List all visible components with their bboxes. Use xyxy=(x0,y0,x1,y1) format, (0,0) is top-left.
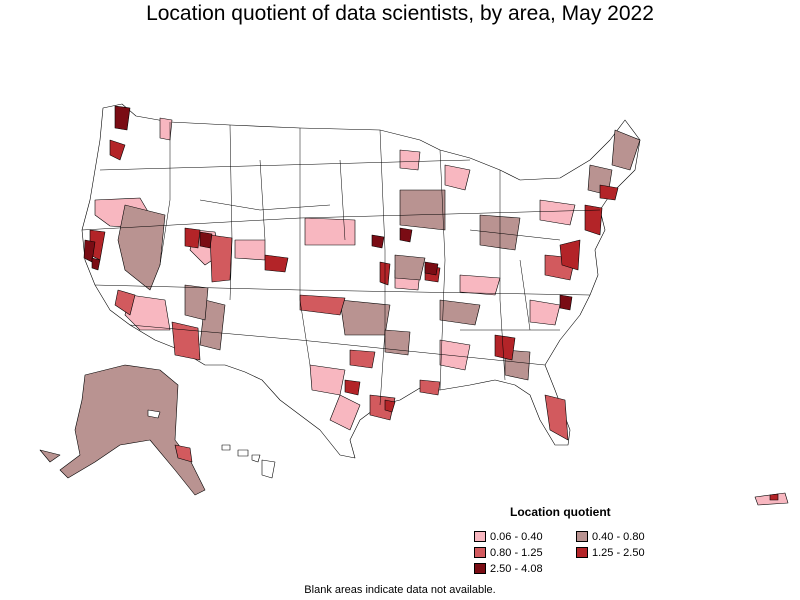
puerto-rico-sj xyxy=(769,493,779,501)
hawaii-2 xyxy=(237,449,249,457)
legend-swatch xyxy=(474,562,486,574)
region-texas-east xyxy=(349,349,376,369)
region-arizona xyxy=(199,299,226,351)
region-pink-texas-west xyxy=(309,364,346,396)
region-oklahoma xyxy=(339,299,391,336)
footnote: Blank areas indicate data not available. xyxy=(304,584,496,596)
region-wisconsin xyxy=(399,227,413,243)
region-seattle xyxy=(114,105,131,131)
region-houston xyxy=(384,399,396,413)
hawaii-1 xyxy=(221,444,231,451)
alaska xyxy=(59,364,206,496)
legend-item: 1.25 - 2.50 xyxy=(576,546,645,559)
legend-label: 2.50 - 4.08 xyxy=(490,563,543,575)
legend-item: 0.06 - 0.40 xyxy=(474,530,543,543)
region-pink-nebraska xyxy=(304,217,356,246)
legend-swatch xyxy=(576,546,588,558)
region-pink-northeast xyxy=(539,199,576,226)
region-arizona-south xyxy=(171,321,201,361)
region-alabama xyxy=(419,379,441,396)
region-pink-kentucky xyxy=(459,274,501,296)
alaska-southeast xyxy=(174,444,193,463)
hawaii-4 xyxy=(261,459,276,479)
region-pink-south xyxy=(439,339,471,371)
region-pink-texas-central xyxy=(329,394,361,431)
region-florida xyxy=(544,394,569,441)
map-title: Location quotient of data scientists, by… xyxy=(146,2,654,25)
region-colorado xyxy=(209,234,233,283)
alaska-island xyxy=(147,409,161,419)
region-dc xyxy=(559,239,581,271)
legend-title: Location quotient xyxy=(510,505,611,519)
region-seattle-area xyxy=(109,139,126,161)
region-utah-provo xyxy=(199,231,213,249)
region-nc-raleigh xyxy=(559,294,573,311)
region-tenn xyxy=(439,299,481,326)
region-arkansas xyxy=(384,329,411,356)
legend-item: 0.80 - 1.25 xyxy=(474,546,543,559)
region-newyork xyxy=(584,204,603,236)
legend-label: 0.40 - 0.80 xyxy=(592,531,645,543)
region-san-jose xyxy=(91,257,101,271)
alaska-aleutians xyxy=(39,449,61,463)
legend-swatch xyxy=(474,546,486,558)
region-newmexico xyxy=(184,284,209,321)
legend-item: 2.50 - 4.08 xyxy=(474,562,543,575)
region-pink-minn xyxy=(399,149,421,171)
region-colorado-denver xyxy=(264,254,289,273)
region-maine xyxy=(611,129,641,171)
hawaii-3 xyxy=(251,454,261,463)
region-pink-mich xyxy=(444,164,471,191)
legend-swatch xyxy=(576,530,588,542)
region-mass xyxy=(599,184,619,201)
legend-label: 0.80 - 1.25 xyxy=(490,547,543,559)
region-midwest xyxy=(399,189,446,231)
legend-swatch xyxy=(474,530,486,542)
region-pink-wyoming xyxy=(234,239,266,261)
legend-label: 0.06 - 0.40 xyxy=(490,531,543,543)
region-ohio-columbus xyxy=(424,261,439,276)
region-missouri xyxy=(394,254,426,281)
region-pink-carolina xyxy=(529,299,561,326)
region-georgia-atl xyxy=(494,334,516,361)
region-utah-slc xyxy=(184,227,201,249)
region-iowa xyxy=(371,234,385,249)
region-texas-dfw xyxy=(344,379,361,396)
legend-label: 1.25 - 2.50 xyxy=(592,547,645,559)
region-california-south xyxy=(114,289,136,316)
legend-item: 0.40 - 0.80 xyxy=(576,530,645,543)
region-kansas xyxy=(299,294,346,316)
